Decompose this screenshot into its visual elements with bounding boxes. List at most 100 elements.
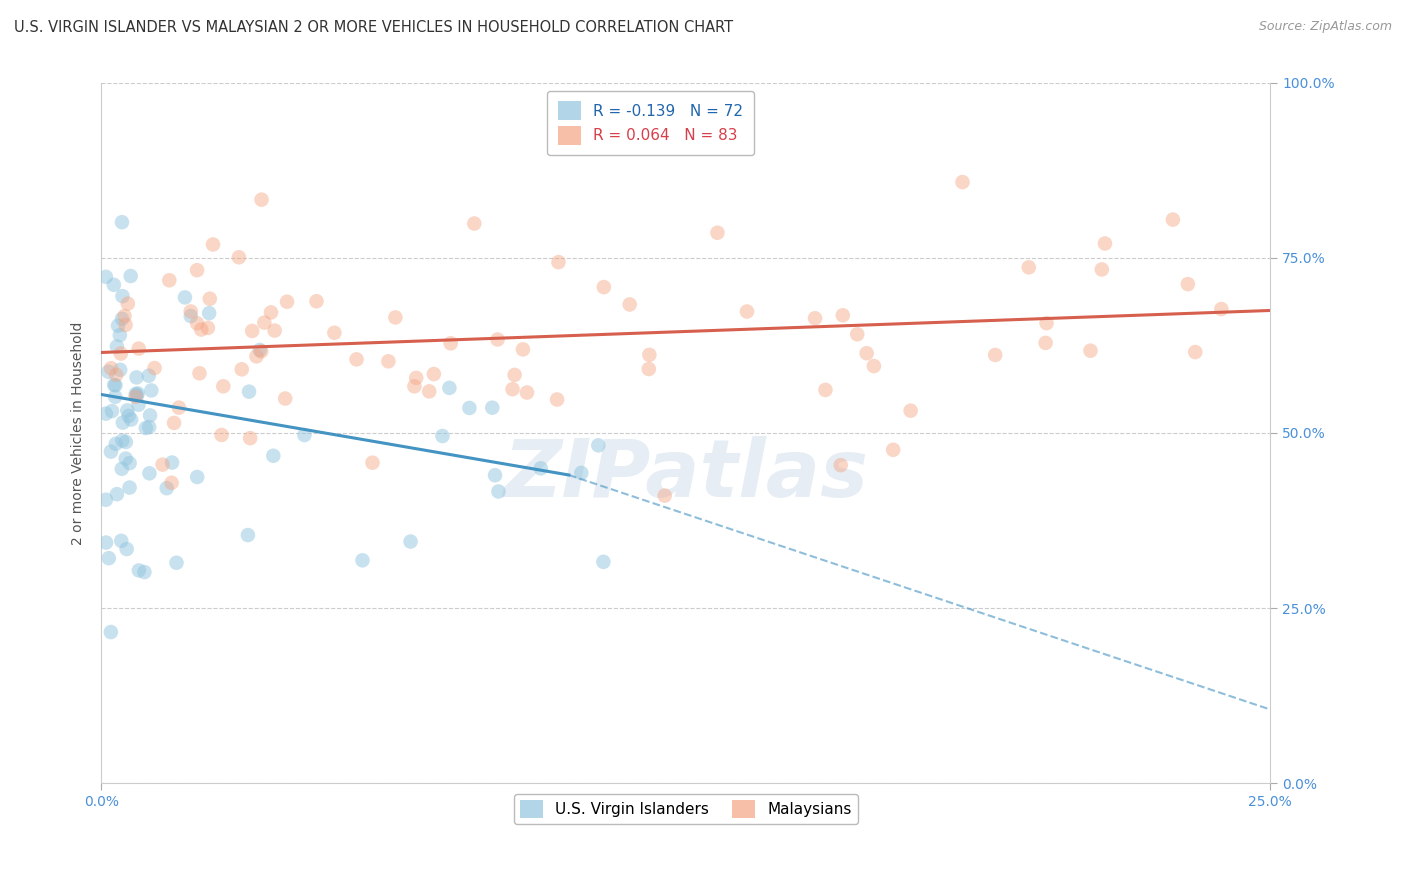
Point [105, 339, 128, 353]
Point [503, 368, 526, 382]
Point [118, 481, 141, 495]
Point [211, 428, 233, 442]
Legend: U.S. Virgin Islanders, Malaysians: U.S. Virgin Islanders, Malaysians [515, 794, 858, 824]
Point [900, 403, 922, 417]
Point [439, 381, 461, 395]
Point [405, 371, 427, 385]
Point [654, 489, 676, 503]
Point [105, 487, 128, 501]
Point [180, 304, 202, 318]
Point [619, 297, 641, 311]
Point [481, 401, 503, 415]
Point [128, 342, 150, 356]
Point [139, 409, 162, 423]
Point [104, 437, 127, 451]
Point [115, 541, 138, 556]
Point [274, 392, 297, 406]
Point [240, 324, 263, 338]
Point [160, 475, 183, 490]
Point [94, 269, 117, 284]
Point [1094, 236, 1116, 251]
Point [198, 306, 221, 320]
Point [418, 384, 440, 399]
Point [1177, 277, 1199, 291]
Point [236, 528, 259, 542]
Point [103, 277, 125, 292]
Point [186, 470, 208, 484]
Point [245, 349, 267, 363]
Point [114, 318, 136, 332]
Point [250, 344, 273, 359]
Point [111, 311, 134, 326]
Point [167, 401, 190, 415]
Point [160, 456, 183, 470]
Point [163, 416, 186, 430]
Point [138, 368, 160, 383]
Point [108, 328, 131, 343]
Point [863, 359, 886, 373]
Point [569, 466, 592, 480]
Text: ZIPatlas: ZIPatlas [503, 436, 869, 514]
Point [120, 412, 142, 426]
Point [100, 444, 122, 458]
Point [120, 268, 142, 283]
Point [1091, 262, 1114, 277]
Point [97, 551, 120, 566]
Point [103, 378, 125, 392]
Point [249, 343, 271, 357]
Point [432, 429, 454, 443]
Point [1184, 345, 1206, 359]
Point [952, 175, 974, 189]
Point [111, 434, 134, 448]
Point [831, 308, 853, 322]
Point [114, 451, 136, 466]
Point [125, 370, 148, 384]
Point [984, 348, 1007, 362]
Point [512, 343, 534, 357]
Point [115, 435, 138, 450]
Point [111, 416, 134, 430]
Point [440, 336, 463, 351]
Point [118, 456, 141, 470]
Point [588, 438, 610, 452]
Point [111, 462, 134, 476]
Point [94, 535, 117, 549]
Point [107, 318, 129, 333]
Point [174, 290, 197, 304]
Point [592, 555, 614, 569]
Point [135, 421, 157, 435]
Point [804, 311, 827, 326]
Point [463, 217, 485, 231]
Point [404, 379, 426, 393]
Point [134, 565, 156, 579]
Point [141, 384, 163, 398]
Point [263, 324, 285, 338]
Point [484, 468, 506, 483]
Point [117, 403, 139, 417]
Point [157, 273, 180, 287]
Point [735, 304, 758, 318]
Point [201, 237, 224, 252]
Point [125, 387, 148, 401]
Point [637, 362, 659, 376]
Point [212, 379, 235, 393]
Point [228, 250, 250, 264]
Point [100, 625, 122, 640]
Point [1211, 301, 1233, 316]
Point [530, 461, 553, 475]
Point [346, 352, 368, 367]
Point [638, 348, 661, 362]
Point [188, 367, 211, 381]
Point [423, 367, 446, 381]
Point [323, 326, 346, 340]
Point [110, 346, 132, 360]
Point [377, 354, 399, 368]
Point [882, 442, 904, 457]
Point [198, 292, 221, 306]
Point [138, 420, 160, 434]
Point [399, 534, 422, 549]
Point [231, 362, 253, 376]
Point [486, 333, 509, 347]
Point [110, 533, 132, 548]
Point [114, 309, 136, 323]
